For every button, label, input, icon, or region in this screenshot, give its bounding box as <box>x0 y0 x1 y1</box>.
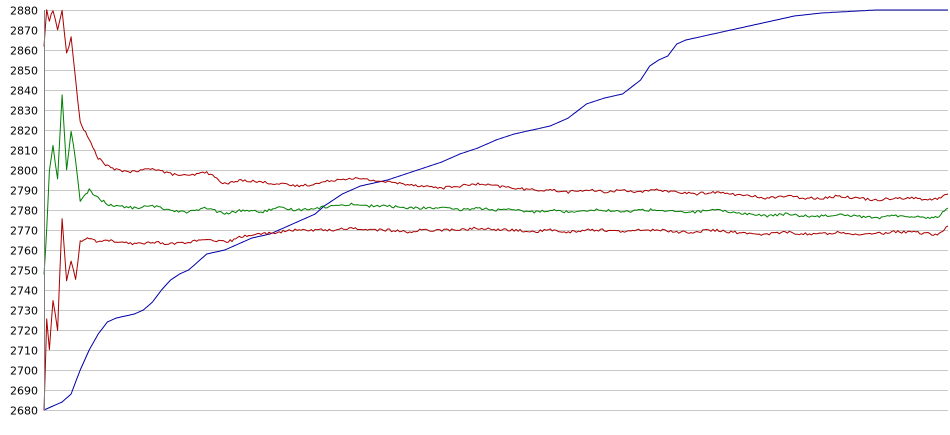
y-tick-label: 2860 <box>10 45 38 58</box>
y-axis-tick-labels: 2680 2690 2700 2710 2720 2730 2740 2750 2760 2770… <box>10 5 38 418</box>
y-tick-label: 2880 <box>10 5 38 18</box>
y-tick-label: 2850 <box>10 65 38 78</box>
y-tick-label: 2740 <box>10 285 38 298</box>
y-tick-label: 2800 <box>10 165 38 178</box>
y-tick-label: 2750 <box>10 265 38 278</box>
series-line-3 <box>43 94 949 275</box>
y-tick-label: 2690 <box>10 385 38 398</box>
y-tick-label: 2700 <box>10 365 38 378</box>
y-tick-label: 2820 <box>10 125 38 138</box>
y-tick-label: 2730 <box>10 305 38 318</box>
series-lines <box>43 9 949 411</box>
y-tick-label: 2720 <box>10 325 38 338</box>
y-tick-label: 2760 <box>10 245 38 258</box>
y-tick-label: 2770 <box>10 225 38 238</box>
series-line-2 <box>43 9 949 202</box>
y-tick-label: 2680 <box>10 405 38 418</box>
y-tick-label: 2830 <box>10 105 38 118</box>
y-tick-label: 2780 <box>10 205 38 218</box>
series-line-4 <box>43 218 949 411</box>
series-line-1 <box>43 9 948 411</box>
y-tick-label: 2790 <box>10 185 38 198</box>
y-tick-label: 2840 <box>10 85 38 98</box>
y-tick-label: 2710 <box>10 345 38 358</box>
y-tick-label: 2810 <box>10 145 38 158</box>
y-tick-label: 2870 <box>10 25 38 38</box>
